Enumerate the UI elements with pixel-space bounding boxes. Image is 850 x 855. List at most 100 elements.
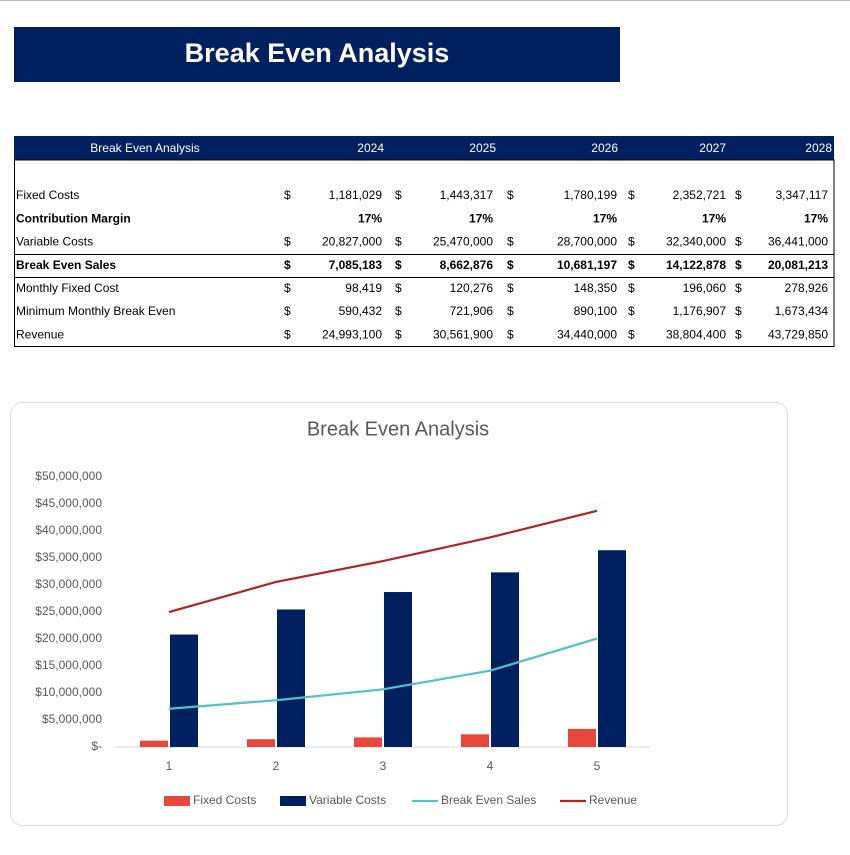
cell-value: 1,673,434 [775,304,829,318]
row-label: Contribution Margin [16,211,131,225]
legend-label: Variable Costs [309,793,386,807]
cell-value: 1,780,199 [564,188,618,202]
row-label: Break Even Sales [16,258,116,272]
currency-sign: $ [628,281,635,295]
y-tick-label: $45,000,000 [35,496,102,510]
x-tick-label: 2 [273,759,280,773]
bar [384,592,412,747]
chart: $- $5,000,000 $10,000,000 $15,000,000 $20,00… [35,469,650,807]
cell-value: 20,081,213 [768,258,828,272]
currency-sign: $ [507,327,514,341]
title-banner [14,27,620,82]
cell-value: 24,993,100 [322,327,382,341]
column-header: 2025 [469,141,496,155]
legend-label: Fixed Costs [193,793,256,807]
x-tick-label: 4 [487,759,494,773]
bar [277,609,305,747]
chart-title: Break Even Analysis [307,418,489,440]
y-tick-label: $- [91,739,102,753]
row-label: Monthly Fixed Cost [16,281,119,295]
table-row: Revenue $24,993,100 $30,561,900 $34,440,000… [16,327,828,341]
currency-sign: $ [735,304,742,318]
cell-value: 32,340,000 [666,235,726,249]
legend-swatch [280,796,306,806]
cell-value: 890,100 [574,304,618,318]
table-header: Break Even Analysis 2024 2025 2026 2027 2028 [90,141,832,155]
cell-value: 1,443,317 [440,188,494,202]
cell-value: 14,122,878 [666,258,726,272]
cell-value: 120,276 [450,281,494,295]
currency-sign: $ [507,258,514,272]
column-header: 2026 [591,141,618,155]
table-row: Minimum Monthly Break Even $590,432 $721,9… [16,304,828,318]
bar [461,734,489,747]
bar [170,634,198,747]
cell-value: 17% [593,211,617,225]
cell-value: 10,681,197 [557,258,617,272]
currency-sign: $ [395,235,402,249]
cell-value: 721,906 [450,304,494,318]
currency-sign: $ [735,188,742,202]
table-border [14,159,835,347]
row-label: Variable Costs [16,235,93,249]
currency-sign: $ [284,235,291,249]
cell-value: 28,700,000 [557,235,617,249]
line [168,637,598,710]
table-row: Fixed Costs $1,181,029 $1,443,317 $1,780,19… [16,188,828,202]
currency-sign: $ [735,235,742,249]
row-label: Minimum Monthly Break Even [16,304,175,318]
cell-value: 17% [702,211,726,225]
column-header: 2028 [805,141,832,155]
cell-value: 20,827,000 [322,235,382,249]
bar [568,728,596,747]
y-tick-label: $50,000,000 [35,469,102,483]
x-tick-label: 5 [594,759,601,773]
cell-value: 98,419 [345,281,382,295]
currency-sign: $ [284,188,291,202]
column-header: 2024 [357,141,384,155]
legend-swatch [164,796,190,806]
y-tick-label: $5,000,000 [42,712,102,726]
currency-sign: $ [735,327,742,341]
table-row: Variable Costs $20,827,000 $25,470,000 $28,… [16,235,828,249]
cell-value: 36,441,000 [768,235,828,249]
currency-sign: $ [395,281,402,295]
currency-sign: $ [395,188,402,202]
row-label: Fixed Costs [16,188,79,202]
cell-value: 278,926 [785,281,829,295]
cell-value: 2,352,721 [673,188,727,202]
cell-value: 25,470,000 [433,235,493,249]
x-tick-label: 3 [380,759,387,773]
y-tick-label: $10,000,000 [35,685,102,699]
bar [491,572,519,747]
legend-label: Revenue [589,793,637,807]
cell-value: 17% [469,211,493,225]
bar [598,550,626,747]
table: Break Even Analysis 2024 2025 2026 2027 2028 F… [14,136,835,347]
bar [140,740,168,747]
cell-value: 590,432 [339,304,383,318]
table-row: Monthly Fixed Cost $98,419 $120,276 $148,35… [16,281,828,295]
cell-value: 38,804,400 [666,327,726,341]
y-tick-label: $20,000,000 [35,631,102,645]
currency-sign: $ [628,304,635,318]
column-header: Break Even Analysis [90,141,199,155]
table-header-bg [14,136,834,160]
currency-sign: $ [507,188,514,202]
page-title: Break Even Analysis [185,38,450,68]
line [168,509,598,614]
currency-sign: $ [507,304,514,318]
y-tick-label: $35,000,000 [35,550,102,564]
cell-value: 196,060 [683,281,727,295]
cell-value: 34,440,000 [557,327,617,341]
currency-sign: $ [628,258,635,272]
currency-sign: $ [284,258,291,272]
cell-value: 30,561,900 [433,327,493,341]
currency-sign: $ [628,327,635,341]
cell-value: 8,662,876 [440,258,494,272]
cell-value: 3,347,117 [776,188,829,202]
currency-sign: $ [395,327,402,341]
y-tick-label: $40,000,000 [35,523,102,537]
currency-sign: $ [395,258,402,272]
